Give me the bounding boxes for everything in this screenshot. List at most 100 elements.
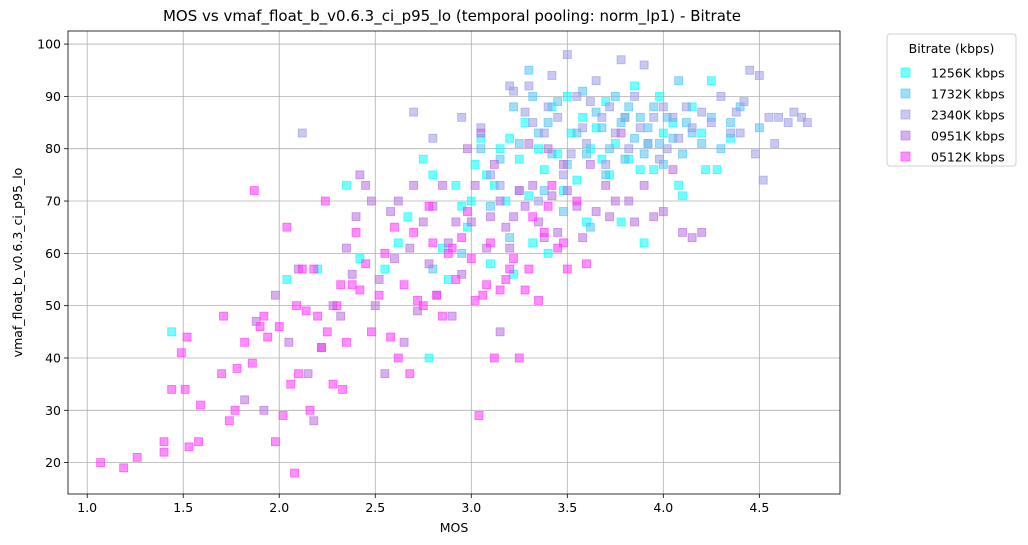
scatter-point <box>463 207 472 216</box>
scatter-point <box>282 275 292 284</box>
y-tick-label: 30 <box>45 403 61 418</box>
scatter-point <box>399 280 409 290</box>
series-0 <box>167 76 735 363</box>
scatter-point <box>520 201 530 211</box>
scatter-point <box>585 97 595 107</box>
scatter-point <box>403 212 413 222</box>
scatter-point <box>764 112 774 122</box>
scatter-point <box>674 76 684 86</box>
scatter-point <box>716 144 726 154</box>
scatter-point <box>355 285 365 295</box>
scatter-point <box>520 107 530 117</box>
scatter-point <box>428 133 438 143</box>
scatter-point <box>501 275 511 284</box>
scatter-point <box>167 384 177 394</box>
scatter-point <box>342 180 351 190</box>
scatter-point <box>649 165 659 175</box>
scatter-point <box>591 107 601 117</box>
scatter-point <box>432 290 442 300</box>
scatter-point <box>489 353 499 363</box>
scatter-point <box>674 180 684 190</box>
scatter-point <box>639 238 649 248</box>
scatter-point <box>566 149 576 159</box>
scatter-point <box>635 112 645 122</box>
scatter-point <box>754 123 764 133</box>
legend-frame <box>886 33 1017 167</box>
scatter-point <box>520 118 530 127</box>
scatter-point <box>351 212 361 222</box>
scatter-point <box>643 123 653 133</box>
scatter-point <box>697 228 707 237</box>
scatter-point <box>240 337 250 347</box>
scatter-point <box>259 311 269 321</box>
scatter-point <box>328 379 338 389</box>
scatter-point <box>754 71 764 80</box>
scatter-point <box>96 458 106 468</box>
scatter-point <box>509 86 518 96</box>
scatter-point <box>271 290 280 300</box>
scatter-point <box>451 180 461 190</box>
scatter-point <box>489 160 499 169</box>
scatter-point <box>655 139 664 148</box>
scatter-point <box>630 133 639 143</box>
scatter-point <box>597 123 607 133</box>
scatter-point <box>380 369 390 379</box>
series-3 <box>240 128 707 426</box>
scatter-point <box>447 311 457 321</box>
scatter-point <box>320 196 330 206</box>
scatter-point <box>409 107 419 117</box>
scatter-point <box>305 405 315 415</box>
scatter-point <box>486 170 495 180</box>
scatter-point <box>601 180 611 190</box>
scatter-point <box>230 405 240 415</box>
scatter-point <box>159 437 169 447</box>
scatter-point <box>451 217 461 227</box>
legend-swatch <box>900 88 911 99</box>
scatter-point <box>309 264 319 274</box>
scatter-point <box>380 248 390 258</box>
legend-label: 0512K kbps <box>931 150 1005 165</box>
scatter-point <box>770 139 780 148</box>
scatter-point <box>539 228 549 237</box>
scatter-point <box>390 222 399 232</box>
scatter-point <box>789 107 799 117</box>
scatter-point <box>367 327 376 337</box>
scatter-point <box>597 112 607 122</box>
scatter-point <box>361 259 371 269</box>
x-tick-label: 2.0 <box>269 500 289 515</box>
scatter-point <box>486 259 495 269</box>
scatter-point <box>424 353 434 363</box>
scatter-point <box>290 468 300 478</box>
scatter-point <box>534 217 543 227</box>
scatter-point <box>418 301 428 311</box>
scatter-point <box>687 233 697 243</box>
scatter-point <box>681 118 691 127</box>
scatter-point <box>591 76 601 86</box>
scatter-point <box>457 201 467 211</box>
scatter-point <box>428 238 438 248</box>
y-tick-label: 20 <box>45 455 61 470</box>
legend-swatch <box>900 151 911 162</box>
scatter-point <box>534 196 543 206</box>
scatter-point <box>630 81 639 91</box>
scatter-point <box>572 196 582 206</box>
scatter-point <box>505 133 515 143</box>
legend-swatch <box>900 130 911 141</box>
scatter-point <box>585 160 595 169</box>
scatter-point <box>457 248 467 258</box>
scatter-point <box>297 264 307 274</box>
scatter-point <box>524 65 534 75</box>
scatter-point <box>687 123 697 133</box>
scatter-point <box>572 128 582 138</box>
scatter-point <box>524 81 534 91</box>
scatter-point <box>630 91 639 101</box>
scatter-point <box>505 233 515 243</box>
x-tick-label: 4.5 <box>749 500 769 515</box>
scatter-point <box>624 144 634 154</box>
scatter-point <box>562 264 572 274</box>
x-tick-label: 3.0 <box>461 500 481 515</box>
scatter-point <box>457 112 467 122</box>
plot-area <box>67 30 841 495</box>
scatter-point <box>578 86 588 96</box>
